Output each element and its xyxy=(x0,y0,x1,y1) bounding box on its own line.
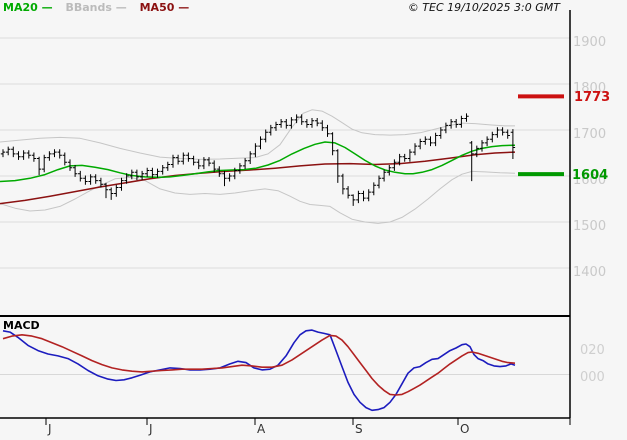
price-axis-label: 1500 xyxy=(573,219,607,234)
legend-ma50-label: MA50 xyxy=(139,1,175,14)
legend-ma20-label: MA20 xyxy=(3,1,38,14)
resistance-level-label: 1773 xyxy=(574,90,611,105)
macd-line xyxy=(2,329,516,412)
macd-panel-title: MACD xyxy=(3,319,40,332)
legend-item-ma50: MA50 — xyxy=(139,1,190,14)
bbands-line-swatch: — xyxy=(115,1,127,14)
month-label: A xyxy=(257,422,266,436)
legend-item-ma20: MA20 — xyxy=(3,1,53,14)
legend-bbands-label: BBands xyxy=(65,1,112,14)
ma20-line-swatch: — xyxy=(41,1,53,14)
macd-axis-label: 020 xyxy=(580,343,605,358)
price-axis-label: 1600 xyxy=(573,173,607,188)
price-axis-label: 1900 xyxy=(573,35,607,50)
ma50-line-swatch: — xyxy=(178,1,189,14)
ma50-line xyxy=(0,151,516,205)
price-axis-label: 1800 xyxy=(573,81,607,96)
month-label: J xyxy=(149,422,153,436)
price-axis-label: 1700 xyxy=(573,127,607,142)
month-label: J xyxy=(48,422,52,436)
legend-item-bbands: BBands — xyxy=(65,1,127,14)
month-label: O xyxy=(460,422,470,436)
bollinger-lower-line xyxy=(0,170,516,224)
copyright-timestamp: © TEC 19/10/2025 3:0 GMT xyxy=(407,1,560,14)
ma20-line xyxy=(0,141,516,183)
ohlc-bars xyxy=(0,113,516,206)
month-label: S xyxy=(355,422,363,436)
macd-axis-label: 000 xyxy=(580,369,605,385)
legend: MA20 — BBands — MA50 — xyxy=(3,1,198,14)
support-level-label: 1604 xyxy=(572,168,609,183)
bollinger-upper-line xyxy=(0,109,515,160)
price-axis-label: 1400 xyxy=(573,265,607,280)
signal-line xyxy=(2,334,516,396)
